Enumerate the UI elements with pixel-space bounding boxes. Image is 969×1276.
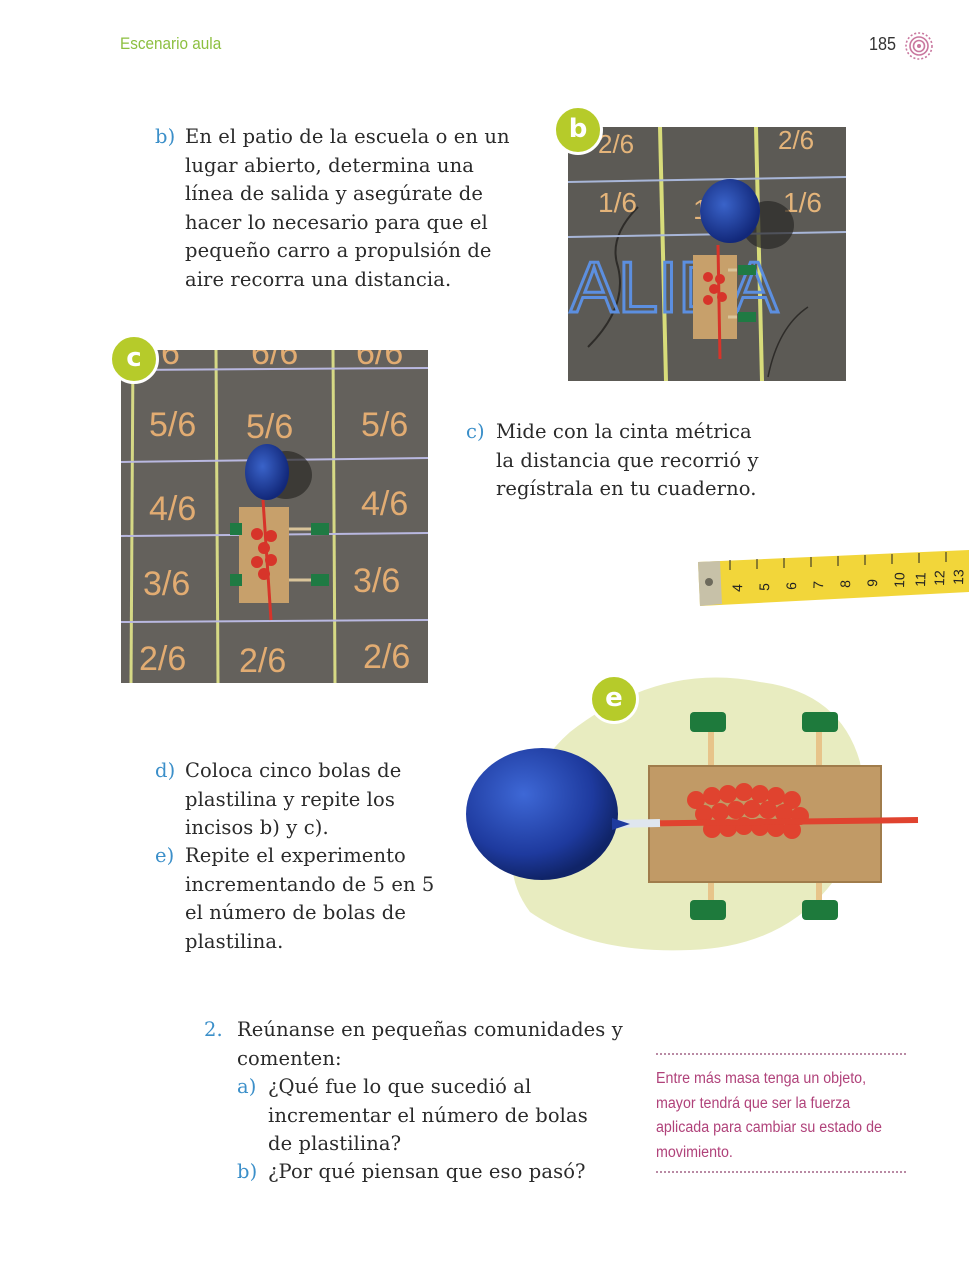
tape-number-1: 4 [729,584,745,593]
chalk-b-2: 2/6 [778,127,814,155]
chalk-c-13: 2/6 [363,638,410,676]
step-e: e) Repite el experimento incrementando d… [155,842,435,956]
tape-number-3: 6 [783,582,799,591]
tape-number-8: 11 [912,572,929,587]
question-2-a-marker: a) [237,1075,257,1098]
tape-number-2: 5 [756,583,772,592]
question-2-b: b) ¿Por qué piensan que eso pasó? [237,1158,617,1187]
chalk-c-6: 5/6 [361,406,408,444]
chalk-b-1: 2/6 [598,129,634,159]
tape-number-9: 12 [931,570,948,586]
photo-b-badge: b [553,105,603,155]
step-b: b) En el patio de la escuela o en un lug… [155,123,525,294]
question-2: 2. Reúnanse en pequeñas comunidades y co… [204,1016,624,1073]
side-note: Entre más masa tenga un objeto, mayor te… [656,1053,906,1173]
chalk-b-3: 1/6 [598,187,637,218]
tape-number-10: 13 [950,569,967,585]
question-2-a: a) ¿Qué fue lo que sucedió al incrementa… [237,1073,597,1159]
chalk-c-3: 6/6 [356,350,403,372]
page-number: 185 [869,34,897,54]
question-2-a-text: ¿Qué fue lo que sucedió al incrementar e… [268,1075,588,1155]
chalk-c-4: 5/6 [149,406,196,444]
step-d-text: Coloca cinco bolas de plastilina y repit… [185,759,402,839]
question-2-b-marker: b) [237,1160,258,1183]
chalk-c-7: 4/6 [149,490,196,528]
chalk-c-5: 5/6 [246,408,293,446]
photo-b-car-start-line: 2/6 2/6 1/6 1/6 1/6 ALIDA [568,127,846,381]
step-e-text: Repite el experimento incrementando de 5… [185,844,435,953]
step-d: d) Coloca cinco bolas de plastilina y re… [155,757,435,843]
chalk-c-11: 2/6 [139,640,186,678]
tape-number-5: 8 [837,580,853,589]
step-c-text: Mide con la cinta métrica la distancia q… [496,420,759,500]
tape-measure-image: 4 5 6 7 8 9 10 11 12 13 [698,550,969,606]
photo-c-car-distance: 6 6/6 6/6 5/6 5/6 5/6 4/6 4/6 3/6 3/6 2/… [121,350,428,683]
chalk-c-8: 4/6 [361,485,408,523]
photo-e-car-with-plasticine [466,677,919,951]
step-b-text: En el patio de la escuela o en un lugar … [185,125,510,291]
step-e-marker: e) [155,844,175,867]
question-2-text: Reúnanse en pequeñas comunidades y comen… [237,1018,623,1070]
chalk-c-2: 6/6 [251,350,298,372]
side-note-text: Entre más masa tenga un objeto, mayor te… [656,1070,882,1161]
step-d-marker: d) [155,759,176,782]
tape-number-7: 10 [891,572,908,588]
running-head: Escenario aula [120,34,222,53]
chalk-c-1: 6 [161,350,180,372]
step-c: c) Mide con la cinta métrica la distanci… [466,418,766,504]
chalk-c-12: 2/6 [239,642,286,680]
question-2-number: 2. [204,1018,223,1041]
tape-number-4: 7 [810,581,826,590]
step-c-marker: c) [466,420,485,443]
chalk-c-10: 3/6 [353,562,400,600]
step-b-marker: b) [155,125,176,148]
tape-number-6: 9 [864,579,880,588]
photo-b-image: 2/6 2/6 1/6 1/6 1/6 ALIDA [568,127,846,381]
photo-c-badge: c [109,334,159,384]
photo-e-badge: e [589,674,639,724]
chalk-c-9: 3/6 [143,565,190,603]
question-2-b-text: ¿Por qué piensan que eso pasó? [268,1160,586,1183]
photo-c-image: 6 6/6 6/6 5/6 5/6 5/6 4/6 4/6 3/6 3/6 2/… [121,350,428,683]
concentric-target-icon [905,32,933,60]
